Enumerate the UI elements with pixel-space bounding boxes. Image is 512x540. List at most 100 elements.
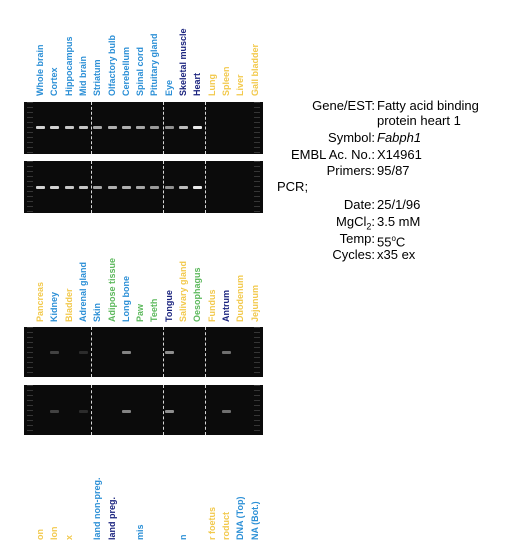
gel-top-upper-band-2 xyxy=(65,126,74,129)
mid-lane-label-0: Pancreas xyxy=(35,282,45,322)
gel-top-upper-band-0 xyxy=(36,126,45,129)
gel-top-lower-band-4 xyxy=(93,186,102,189)
top-lane-label-13: Spleen xyxy=(221,66,231,96)
mid-lane-label-8: Teeth xyxy=(149,299,159,322)
gel-mid-lower-divider xyxy=(163,385,164,435)
gel-mid-lower xyxy=(24,385,263,435)
embl-key: EMBL Ac. No.: xyxy=(225,147,375,162)
gel-mid-upper-divider xyxy=(163,327,164,377)
pcr-label: PCR; xyxy=(277,179,308,194)
top-lane-label-11: Heart xyxy=(192,73,202,96)
gel-mid-upper-band-1 xyxy=(50,351,59,354)
gel-mid-lower-divider xyxy=(91,385,92,435)
mid-lane-label-4: Skin xyxy=(92,303,102,322)
bottom-lane-label-5: land preg. xyxy=(107,497,117,540)
bottom-lane-label-15: NA (Bot.) xyxy=(250,501,260,540)
gel-top-lower-band-7 xyxy=(136,186,145,189)
gel-top-upper-band-4 xyxy=(93,126,102,129)
primers-key: Primers: xyxy=(225,163,375,178)
gel-top-upper-divider xyxy=(205,102,206,154)
bottom-lane-label-13: roduct xyxy=(221,512,231,540)
bottom-lane-label-2: x xyxy=(64,535,74,540)
mid-lane-label-9: Tongue xyxy=(164,290,174,322)
gel-top-lower-band-11 xyxy=(193,186,202,189)
gel-top-upper-band-11 xyxy=(193,126,202,129)
top-lane-label-3: Mid brain xyxy=(78,56,88,96)
gel-top-lower-band-3 xyxy=(79,186,88,189)
gel-mid-lower-band-1 xyxy=(50,410,59,413)
gel-mid-upper-divider xyxy=(205,327,206,377)
gel-mid-upper xyxy=(24,327,263,377)
gel-mid-lower-divider xyxy=(205,385,206,435)
mid-lane-label-7: Paw xyxy=(135,304,145,322)
primers-value: 95/87 xyxy=(377,163,410,178)
gel-mid-upper-band-13 xyxy=(222,351,231,354)
bottom-lane-label-4: land non-preg. xyxy=(92,478,102,540)
gel-mid-lower-band-13 xyxy=(222,410,231,413)
gel-top-upper-band-6 xyxy=(122,126,131,129)
gel-mid-upper-ladder-right xyxy=(254,327,260,377)
gel-top-upper-band-9 xyxy=(165,126,174,129)
mid-lane-label-10: Salivary gland xyxy=(178,261,188,322)
gel-top-lower-band-2 xyxy=(65,186,74,189)
date-value: 25/1/96 xyxy=(377,197,420,212)
gel-top-upper-divider xyxy=(163,102,164,154)
gel-top-lower-ladder-left xyxy=(27,161,33,213)
gel-top-upper-divider xyxy=(91,102,92,154)
top-lane-label-12: Lung xyxy=(207,74,217,96)
gel-top-lower-band-8 xyxy=(150,186,159,189)
gene-key: Gene/EST: xyxy=(225,98,375,113)
mid-lane-label-5: Adipose tissue xyxy=(107,258,117,322)
gel-top-lower-band-10 xyxy=(179,186,188,189)
gel-mid-upper-band-9 xyxy=(165,351,174,354)
bottom-lane-label-1: lon xyxy=(49,527,59,540)
gel-top-upper-band-8 xyxy=(150,126,159,129)
gel-top-lower-band-6 xyxy=(122,186,131,189)
mid-lane-label-2: Bladder xyxy=(64,288,74,322)
mid-lane-label-14: Duodenum xyxy=(235,275,245,322)
gel-top-upper-ladder-left xyxy=(27,102,33,154)
gel-mid-lower-ladder-right xyxy=(254,385,260,435)
gel-top-upper-band-10 xyxy=(179,126,188,129)
top-lane-label-2: Hippocampus xyxy=(64,36,74,96)
symbol-key: Symbol: xyxy=(225,130,375,145)
mgcl-value: 3.5 mM xyxy=(377,214,420,229)
top-lane-label-5: Olfactory bulb xyxy=(107,35,117,96)
gel-mid-lower-band-9 xyxy=(165,410,174,413)
cycles-value: x35 ex xyxy=(377,247,415,262)
top-lane-label-14: Liver xyxy=(235,74,245,96)
top-lane-label-6: Cerebellum xyxy=(121,47,131,96)
mid-lane-label-1: Kidney xyxy=(49,292,59,322)
top-lane-label-4: Striatum xyxy=(92,59,102,96)
top-lane-label-10: Skeletal muscle xyxy=(178,28,188,96)
gel-top-upper-band-1 xyxy=(50,126,59,129)
bottom-lane-label-7: mis xyxy=(135,524,145,540)
info-panel: Gene/EST: Fatty acid binding protein hea… xyxy=(225,98,512,268)
gel-mid-lower-ladder-left xyxy=(27,385,33,435)
top-lane-label-9: Eye xyxy=(164,80,174,96)
date-key: Date: xyxy=(225,197,375,212)
gel-top-lower-divider xyxy=(205,161,206,213)
gel-mid-upper-band-3 xyxy=(79,351,88,354)
gel-mid-lower-band-6 xyxy=(122,410,131,413)
top-lane-label-1: Cortex xyxy=(49,67,59,96)
gel-top-lower-divider xyxy=(163,161,164,213)
gel-top-upper-band-5 xyxy=(108,126,117,129)
gene-value-line1: Fatty acid binding xyxy=(377,98,479,113)
mid-lane-label-12: Fundus xyxy=(207,290,217,323)
bottom-lane-label-0: on xyxy=(35,529,45,540)
mgcl-key-end: : xyxy=(371,214,375,229)
top-lane-label-8: Pituitary gland xyxy=(149,33,159,96)
mid-lane-label-13: Antrum xyxy=(221,290,231,322)
top-lane-label-0: Whole brain xyxy=(35,45,45,97)
gel-top-lower-band-5 xyxy=(108,186,117,189)
bottom-lane-label-14: DNA (Top) xyxy=(235,497,245,540)
mid-lane-label-15: Jejunum xyxy=(250,285,260,322)
gel-mid-upper-ladder-left xyxy=(27,327,33,377)
mgcl-key-main: MgCl xyxy=(336,214,366,229)
mid-lane-label-6: Long bone xyxy=(121,276,131,322)
gel-top-upper-band-3 xyxy=(79,126,88,129)
temp-key: Temp: xyxy=(225,231,375,246)
gel-top-lower-band-9 xyxy=(165,186,174,189)
gene-value-line2: protein heart 1 xyxy=(377,113,461,128)
